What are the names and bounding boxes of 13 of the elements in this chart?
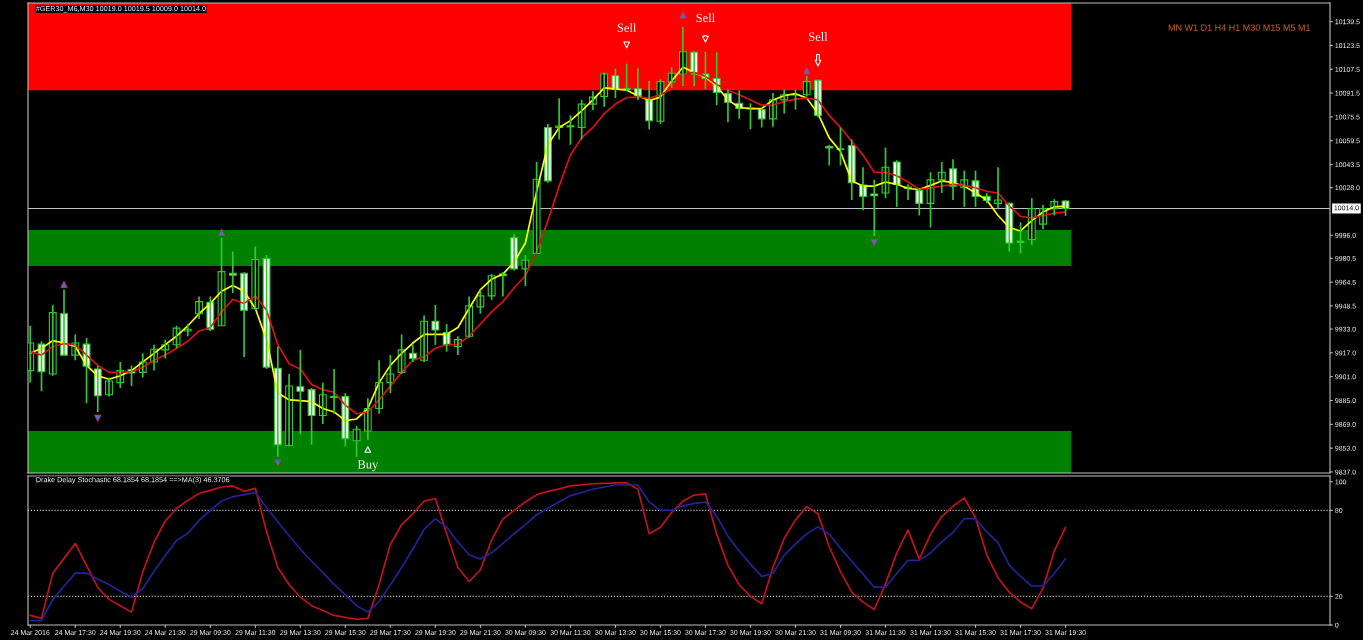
candlestick bbox=[431, 304, 440, 346]
candlestick bbox=[476, 288, 485, 315]
annotation: Sell bbox=[696, 13, 715, 23]
candlestick bbox=[37, 340, 46, 393]
annotation: Sell bbox=[809, 32, 828, 41]
text: MN W1 D1 H4 H1 M30 M15 M5 M1 bbox=[1168, 24, 1311, 31]
candlestick bbox=[881, 146, 890, 200]
candlestick bbox=[825, 143, 834, 167]
annotation: Sell bbox=[617, 23, 637, 32]
annotation: Buy bbox=[357, 460, 379, 472]
candlestick bbox=[926, 171, 935, 229]
candlestick bbox=[566, 114, 575, 146]
candlestick bbox=[836, 126, 845, 167]
